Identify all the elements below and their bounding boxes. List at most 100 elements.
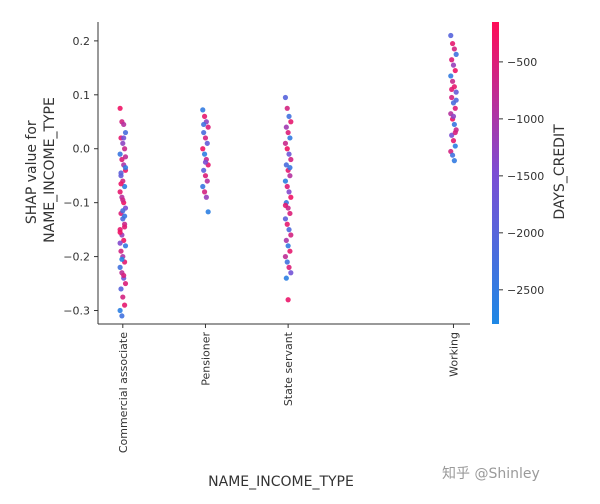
data-point <box>288 194 294 200</box>
y-axis-label: SHAP value for NAME_INCOME_TYPE <box>24 97 58 243</box>
data-point <box>204 178 210 184</box>
colorbar-tick-label: −2000 <box>507 227 544 240</box>
data-point <box>121 135 127 141</box>
data-point <box>118 181 124 187</box>
data-point <box>287 210 293 217</box>
data-point <box>117 229 123 235</box>
x-tick-label: Commercial associate <box>117 332 130 453</box>
data-point <box>122 129 129 136</box>
y-tick-label: 0.1 <box>73 89 91 102</box>
y-tick-label: −0.1 <box>63 197 90 210</box>
data-point <box>122 243 129 249</box>
watermark-text: 知乎 @Shinley <box>442 466 540 482</box>
data-point <box>451 46 457 52</box>
data-point <box>449 40 456 47</box>
data-point <box>201 121 207 128</box>
data-point <box>122 165 129 171</box>
data-point <box>201 129 207 136</box>
data-point <box>286 189 292 195</box>
colorbar-tick-label: −1000 <box>507 113 544 126</box>
data-point <box>453 51 459 57</box>
data-point <box>120 208 126 214</box>
data-point <box>453 97 459 103</box>
data-point <box>205 209 211 215</box>
data-point <box>286 264 292 270</box>
data-point <box>282 253 289 260</box>
data-point <box>449 57 455 63</box>
data-point <box>287 173 293 179</box>
data-point <box>117 189 123 195</box>
data-point <box>282 94 289 101</box>
axes: −0.3 −0.2 −0.1 0.0 0.1 0.2 Commercial associat… <box>63 22 470 453</box>
data-point <box>287 165 293 171</box>
data-point <box>452 105 458 111</box>
data-point <box>448 32 454 39</box>
data-point <box>118 170 124 176</box>
data-point <box>119 156 125 163</box>
data-point <box>201 167 207 173</box>
data-point <box>122 302 128 308</box>
data-point <box>452 143 458 149</box>
colorbar-tick-label: −2500 <box>507 284 544 297</box>
data-point <box>282 178 289 184</box>
data-point <box>449 86 455 93</box>
data-point <box>202 135 209 141</box>
data-point <box>288 156 294 163</box>
data-point <box>284 146 290 152</box>
data-point <box>449 78 456 84</box>
data-point <box>449 94 455 101</box>
data-point <box>284 259 290 265</box>
data-point <box>119 313 125 319</box>
data-point <box>286 113 292 119</box>
data-point <box>453 89 459 95</box>
data-point <box>117 151 123 157</box>
data-point <box>200 107 206 113</box>
data-point <box>288 270 294 276</box>
data-point <box>288 232 294 238</box>
data-point <box>283 162 289 168</box>
colorbar-tick-label: −1500 <box>507 170 544 183</box>
data-point <box>119 256 125 262</box>
data-point <box>202 173 209 179</box>
data-point <box>285 243 291 249</box>
data-point <box>201 151 208 157</box>
colorbar: −500 −1000 −1500 −2000 −2500 <box>492 22 544 324</box>
data-point <box>121 272 127 279</box>
data-point <box>122 154 129 160</box>
data-point <box>449 152 456 158</box>
y-axis-label-line-1: SHAP value for <box>24 120 40 224</box>
data-point <box>200 183 206 190</box>
x-tick-label: Pensioner <box>199 332 212 386</box>
y-tick-label: 0.0 <box>73 143 91 156</box>
data-point <box>122 183 128 190</box>
data-point <box>284 183 290 190</box>
data-point <box>203 194 209 200</box>
data-point <box>285 129 291 136</box>
data-point <box>287 248 293 254</box>
data-point <box>450 62 457 68</box>
data-point <box>117 240 123 246</box>
data-point <box>117 264 123 270</box>
data-point <box>448 73 454 79</box>
data-point <box>204 140 210 146</box>
data-point <box>282 216 289 222</box>
x-tick-label: State servant <box>282 331 295 406</box>
y-axis-label-line-2: NAME_INCOME_TYPE <box>42 97 58 243</box>
colorbar-gradient <box>492 22 499 324</box>
data-point <box>201 113 208 119</box>
data-point <box>118 248 124 254</box>
data-point <box>284 105 290 111</box>
data-point <box>283 124 289 130</box>
data-point <box>117 307 123 314</box>
data-point <box>449 132 455 138</box>
data-point <box>288 119 294 125</box>
data-point <box>117 105 123 111</box>
data-point <box>283 275 289 281</box>
x-tick-label: Working <box>447 332 460 377</box>
colorbar-label: DAYS_CREDIT <box>552 124 568 220</box>
data-point <box>202 159 209 165</box>
colorbar-tick-label: −500 <box>507 56 537 69</box>
data-point <box>122 146 128 152</box>
y-tick-label: 0.2 <box>73 35 91 48</box>
